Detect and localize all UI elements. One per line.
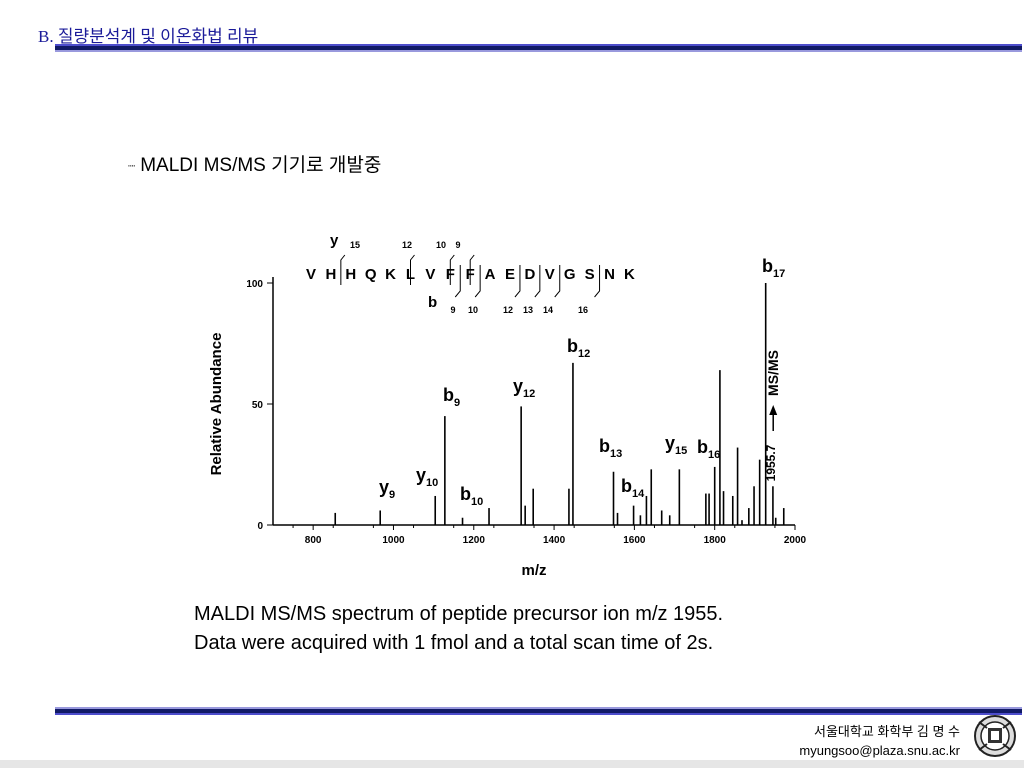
sequence-residue: Q <box>365 266 377 283</box>
y-fragment-number: 15 <box>350 240 360 250</box>
footer-affiliation: 서울대학교 화학부 김 명 수 <box>813 724 960 739</box>
x-tick-label: 1600 <box>623 535 646 546</box>
footer-divider <box>55 707 1022 715</box>
ion-label: b16 <box>697 437 720 461</box>
sequence-residue: V <box>425 266 435 283</box>
ion-label: b12 <box>567 336 590 360</box>
bullet-point: ┈ MALDI MS/MS 기기로 개발중 <box>128 150 381 177</box>
b-fragment-number: 10 <box>468 305 478 315</box>
x-axis-label: m/z <box>521 562 546 579</box>
sequence-residue: H <box>325 266 336 283</box>
x-tick-label: 1800 <box>704 535 727 546</box>
x-tick-label: 1000 <box>382 535 405 546</box>
precursor-mz-label: 1955.7 <box>764 444 778 481</box>
caption-line-1: MALDI MS/MS spectrum of peptide precurso… <box>194 603 724 625</box>
mass-spectrum-chart: 800 1000 1200 1400 1600 1800 2000 0 50 100 m/z Rela… <box>208 232 807 579</box>
bullet-dash-icon: ┈ <box>128 158 135 173</box>
x-tick-label: 1400 <box>543 535 566 546</box>
ion-label: b13 <box>599 436 622 460</box>
sequence-residue: H <box>345 266 356 283</box>
ion-label: b10 <box>460 484 483 508</box>
y-cleavage-mark <box>449 254 455 285</box>
b-cleavage-mark <box>594 265 601 298</box>
b-fragment-number: 13 <box>523 305 533 315</box>
bullet-text: MALDI MS/MS 기기로 개발중 <box>140 155 382 176</box>
footer: 서울대학교 화학부 김 명 수 myungsoo@plaza.snu.ac.kr <box>799 722 960 760</box>
b-cleavage-mark <box>554 265 561 298</box>
sequence-residue: N <box>604 266 615 283</box>
sequence-residue: K <box>624 266 635 283</box>
y-tick-label: 0 <box>257 521 263 532</box>
ms-ms-label: MS/MS <box>765 350 781 396</box>
y-series-label: y <box>330 232 339 249</box>
x-tick-label: 2000 <box>784 535 807 546</box>
figure-caption: MALDI MS/MS spectrum of peptide precurso… <box>194 600 723 658</box>
y-fragment-number: 12 <box>402 240 412 250</box>
precursor-arrow-head-icon <box>769 405 778 415</box>
b-cleavage-mark <box>474 265 481 298</box>
y-cleavage-mark <box>469 254 475 285</box>
b-series-label: b <box>428 294 437 311</box>
b-fragment-number: 12 <box>503 305 513 315</box>
footer-email: myungsoo@plaza.snu.ac.kr <box>799 743 960 758</box>
ion-label: y10 <box>416 465 438 489</box>
sequence-residue: E <box>505 266 515 283</box>
page-header-title: B. 질량분석계 및 이온화법 리뷰 <box>38 27 259 46</box>
ion-label: y15 <box>665 433 687 457</box>
caption-line-2: Data were acquired with 1 fmol and a tot… <box>194 632 714 654</box>
y-tick-label: 50 <box>252 400 264 411</box>
y-tick-label: 100 <box>246 279 263 290</box>
sequence-residue: A <box>485 266 496 283</box>
header-divider <box>55 44 1022 52</box>
ion-label: b14 <box>621 476 645 500</box>
b-cleavage-mark <box>514 265 521 298</box>
sequence-residue: V <box>306 266 316 283</box>
b-fragment-number: 9 <box>450 305 455 315</box>
y-cleavage-mark <box>340 254 346 285</box>
university-emblem-icon <box>974 715 1016 757</box>
x-tick-label: 1200 <box>463 535 486 546</box>
b-fragment-number: 16 <box>578 305 588 315</box>
sequence-residue: S <box>585 266 595 283</box>
bottom-strip <box>0 760 1024 768</box>
b-cleavage-mark <box>454 265 461 298</box>
ion-label: b17 <box>762 256 785 280</box>
chart-axes: 800 1000 1200 1400 1600 1800 2000 0 50 100 m/z Rela… <box>208 277 807 579</box>
b-cleavage-mark <box>534 265 541 298</box>
y-fragment-number: 9 <box>455 240 460 250</box>
y-fragment-number: 10 <box>436 240 446 250</box>
sequence-residue: D <box>524 266 535 283</box>
y-cleavage-mark <box>410 254 415 285</box>
ion-label: y12 <box>513 376 535 400</box>
y-axis-label: Relative Abundance <box>208 333 225 476</box>
ion-label: y9 <box>379 477 395 501</box>
chart-peaks <box>334 283 785 525</box>
sequence-residue: V <box>545 266 555 283</box>
sequence-residue: G <box>564 266 576 283</box>
sequence-residue: K <box>385 266 396 283</box>
b-fragment-number: 14 <box>543 305 553 315</box>
ion-label: b9 <box>443 385 460 409</box>
x-tick-label: 800 <box>305 535 322 546</box>
